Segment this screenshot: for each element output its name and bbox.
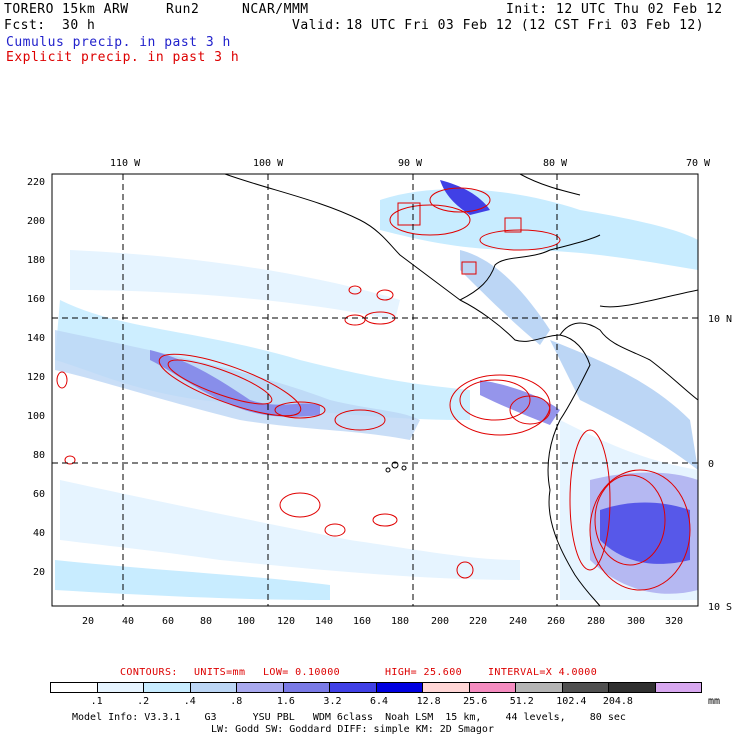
svg-text:240: 240 (509, 616, 527, 627)
lon-label-100w: 100 W (253, 158, 284, 169)
lat-lon-grid (52, 174, 698, 606)
svg-text:140: 140 (27, 333, 45, 344)
contour-interval: INTERVAL=X 4.0000 (488, 667, 598, 678)
color-scale-label: .8 (230, 696, 243, 707)
color-scale-swatch (609, 683, 656, 692)
explicit-precip-contours (56, 187, 691, 591)
valid-time: 18 UTC Fri 03 Feb 12 (12 CST Fri 03 Feb … (346, 18, 705, 33)
fcst-value: 30 h (62, 18, 96, 33)
svg-text:40: 40 (122, 616, 134, 627)
svg-text:200: 200 (431, 616, 449, 627)
svg-text:120: 120 (277, 616, 295, 627)
color-scale-swatch (283, 683, 330, 692)
left-axis: 220 200 180 160 140 120 100 80 60 40 20 (27, 177, 45, 578)
color-scale-swatch (562, 683, 609, 692)
svg-text:160: 160 (353, 616, 371, 627)
svg-text:220: 220 (469, 616, 487, 627)
model-name: TORERO (4, 2, 54, 17)
init-label: Init: (506, 2, 548, 17)
color-scale-swatch (237, 683, 284, 692)
svg-text:320: 320 (665, 616, 683, 627)
svg-text:120: 120 (27, 372, 45, 383)
org-label: NCAR/MMM (242, 2, 309, 17)
color-scale-label: 3.2 (323, 696, 342, 707)
valid-label: Valid: (292, 18, 342, 33)
svg-text:180: 180 (391, 616, 409, 627)
svg-text:260: 260 (547, 616, 565, 627)
lon-label-80w: 80 W (543, 158, 568, 169)
svg-text:40: 40 (33, 528, 45, 539)
model-info: Model Info: V3.3.1 G3 YSU PBL WDM 6class… (72, 712, 626, 723)
cumulus-legend-title: Cumulus precip. in past 3 h (6, 35, 231, 50)
color-scale-swatch (516, 683, 563, 692)
right-axis: 10 N 0 10 S (708, 314, 732, 613)
contour-low: LOW= 0.10000 (263, 667, 341, 678)
svg-text:0: 0 (708, 459, 714, 470)
color-scale-swatch (144, 683, 191, 692)
svg-text:100: 100 (27, 411, 45, 422)
bottom-axis: 20 40 60 80 100 120 140 160 180 200 220 … (82, 616, 683, 627)
color-scale-label: 25.6 (463, 696, 488, 707)
explicit-legend-title: Explicit precip. in past 3 h (6, 50, 240, 65)
color-scale-label: 51.2 (509, 696, 534, 707)
init-time: 12 UTC Thu 02 Feb 12 (556, 2, 723, 17)
contour-units: UNITS=mm (194, 667, 246, 678)
color-scale-label: 204.8 (602, 696, 633, 707)
color-scale-swatch (376, 683, 423, 692)
svg-text:280: 280 (587, 616, 605, 627)
svg-text:300: 300 (627, 616, 645, 627)
color-scale-label: .1 (90, 696, 103, 707)
lon-label-110w: 110 W (110, 158, 141, 169)
svg-text:160: 160 (27, 294, 45, 305)
color-scale-swatch (51, 683, 98, 692)
svg-text:60: 60 (33, 489, 45, 500)
lon-label-90w: 90 W (398, 158, 423, 169)
svg-text:10 S: 10 S (708, 602, 732, 613)
color-scale-swatch (97, 683, 144, 692)
cumulus-precip-field (55, 180, 698, 600)
color-scale-label: 6.4 (370, 696, 389, 707)
color-scale-swatch (655, 683, 701, 692)
svg-text:60: 60 (162, 616, 174, 627)
svg-text:80: 80 (33, 450, 45, 461)
svg-text:20: 20 (82, 616, 94, 627)
svg-text:180: 180 (27, 255, 45, 266)
color-scale-swatch (423, 683, 470, 692)
color-scale-label: 12.8 (416, 696, 441, 707)
svg-text:140: 140 (315, 616, 333, 627)
color-scale-swatch (330, 683, 377, 692)
contour-high: HIGH= 25.600 (385, 667, 463, 678)
contour-label: CONTOURS: (120, 667, 178, 678)
map-frame (51, 173, 699, 607)
svg-text:80: 80 (200, 616, 212, 627)
svg-text:10 N: 10 N (708, 314, 732, 325)
color-scale-swatch (190, 683, 237, 692)
model-resolution: 15km ARW (62, 2, 129, 17)
physics-info: LW: Godd SW: Goddard DIFF: simple KM: 2D… (211, 724, 494, 735)
color-scale-label: 102.4 (556, 696, 587, 707)
color-scale-label: .2 (137, 696, 150, 707)
lon-label-70w: 70 W (686, 158, 711, 169)
color-scale-bar (50, 682, 702, 693)
run-label: Run2 (166, 2, 200, 17)
svg-text:200: 200 (27, 216, 45, 227)
color-scale-label: .4 (183, 696, 196, 707)
svg-text:220: 220 (27, 177, 45, 188)
svg-text:20: 20 (33, 567, 45, 578)
svg-text:100: 100 (237, 616, 255, 627)
color-scale-swatch (469, 683, 516, 692)
color-scale-unit: mm (708, 696, 721, 707)
color-scale-label: 1.6 (276, 696, 295, 707)
fcst-label: Fcst: (4, 18, 46, 33)
